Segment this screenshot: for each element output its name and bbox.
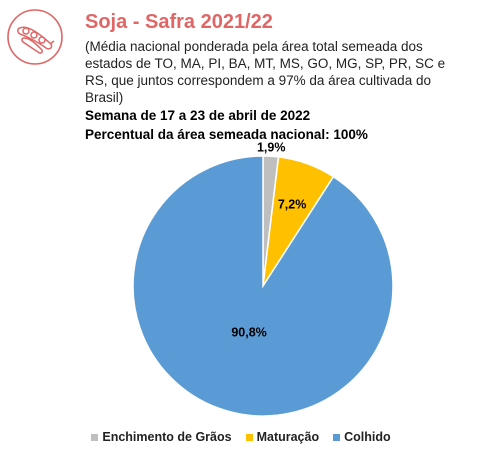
legend-label-2: Maturação	[256, 430, 320, 444]
chart-area-subtitle: Percentual da área semeada nacional: 100…	[85, 127, 368, 142]
legend-swatch-3	[333, 433, 341, 441]
pie-slice-3	[132, 155, 394, 417]
pie-label-3: 90,8%	[231, 326, 266, 340]
chart-note: (Média nacional ponderada pela área tota…	[85, 39, 446, 105]
chart-title: Soja - Safra 2021/22	[85, 11, 273, 33]
pie-label-1: 1,9%	[257, 141, 286, 155]
pie-chart: 1,9% 7,2% 90,8%	[132, 141, 394, 417]
legend-item-2: Maturação	[245, 430, 320, 444]
chart-legend: Enchimento de Grãos Maturação Colhido	[0, 430, 482, 444]
pie-label-2: 7,2%	[278, 198, 307, 212]
legend-label-1: Enchimento de Grãos	[102, 430, 232, 444]
legend-swatch-2	[245, 433, 253, 441]
legend-item-1: Enchimento de Grãos	[91, 430, 232, 444]
soybean-pod-icon	[7, 9, 63, 65]
legend-label-3: Colhido	[344, 430, 391, 444]
legend-item-3: Colhido	[333, 430, 391, 444]
legend-swatch-1	[91, 433, 99, 441]
chart-week: Semana de 17 a 23 de abril de 2022	[85, 108, 311, 123]
